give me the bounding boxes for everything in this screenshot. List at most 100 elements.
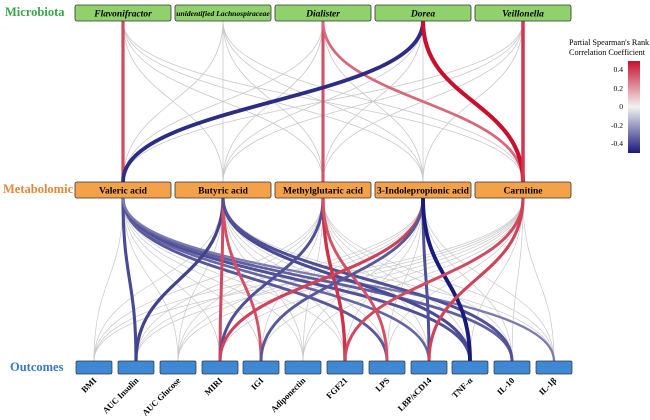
outcome-label: AUC Insulin — [100, 375, 140, 415]
legend-tick: 0 — [619, 102, 623, 111]
outcome-node[interactable] — [368, 360, 406, 375]
grey-link — [177, 197, 224, 362]
correlation-link — [221, 197, 263, 362]
correlation-link — [218, 197, 425, 362]
grey-link — [122, 197, 179, 362]
microbe-label: Dorea — [410, 10, 436, 20]
outcome-label: BMI — [79, 375, 99, 395]
outcome-nodes — [75, 360, 573, 375]
correlation-link — [343, 197, 525, 362]
row-label-outcomes: Outcomes — [10, 360, 64, 374]
grey-link — [344, 197, 424, 362]
outcome-label: IL-1β — [537, 375, 559, 397]
grey-link — [322, 197, 471, 362]
row-label-metabolomic: Metabolomic — [3, 182, 74, 196]
grey-link — [93, 197, 324, 362]
grey-link — [322, 197, 555, 362]
grey-link — [322, 197, 430, 362]
metabolite-label: Butyric acid — [198, 187, 249, 197]
metabolite-node[interactable]: Carnitine — [474, 181, 572, 199]
outcome-label: MIRI — [202, 375, 224, 397]
correlation-link — [121, 197, 556, 362]
grey-link — [222, 20, 524, 183]
outcome-node[interactable] — [75, 360, 113, 375]
grey-link — [93, 197, 224, 362]
metabolite-label: Carnitine — [503, 187, 542, 197]
microbe-node[interactable]: Dorea — [374, 4, 472, 22]
outcome-labels: BMI AUC Insulin AUC Glucose MIRI IGI Adi… — [79, 375, 559, 418]
correlation-link — [218, 197, 225, 362]
grey-link — [122, 197, 304, 362]
grey-link — [522, 197, 555, 362]
outcome-node[interactable] — [201, 360, 239, 375]
metabolite-node[interactable]: Methylglutaric acid — [274, 181, 372, 199]
grey-link — [422, 197, 555, 362]
correlation-link — [121, 197, 138, 362]
grey-link — [386, 197, 524, 362]
grey-link — [222, 197, 388, 362]
metabolite-label: 3-Indolepropionic acid — [377, 187, 470, 197]
outcome-label: IGI — [249, 375, 266, 392]
microbe-label: Flavonifractor — [93, 10, 152, 20]
outcome-label: TNF-α — [450, 375, 475, 400]
legend-color-bar — [628, 61, 640, 153]
row-label-microbiota: Microbiota — [5, 5, 65, 19]
microbe-node[interactable]: Veillonella — [474, 4, 572, 22]
outcome-label: Adiponectin — [269, 375, 308, 414]
legend-tick: -0.2 — [611, 121, 623, 130]
significant-links-layer — [121, 20, 556, 362]
grey-link — [93, 197, 124, 362]
outcome-node[interactable] — [493, 360, 531, 375]
grey-link — [386, 197, 424, 362]
correlation-link — [321, 20, 525, 183]
microbe-label: unidentified Lachnospiraceae — [176, 9, 270, 18]
grey-link — [135, 197, 524, 362]
grey-link — [469, 197, 524, 362]
grey-link — [511, 197, 524, 362]
correlation-link — [121, 197, 389, 362]
grey-link — [122, 20, 324, 183]
grey-link — [122, 20, 224, 183]
grey-link — [322, 197, 513, 362]
microbe-node[interactable]: Dialister — [274, 4, 372, 22]
outcome-node[interactable] — [117, 360, 155, 375]
legend-tick: 0.4 — [614, 65, 624, 74]
microbe-node[interactable]: unidentified Lachnospiraceae — [174, 4, 272, 22]
legend-title-line1: Partial Spearman's Rank — [569, 38, 650, 47]
grey-link — [122, 197, 262, 362]
microbe-label: Veillonella — [502, 10, 544, 20]
outcome-node[interactable] — [535, 360, 573, 375]
correlation-link — [321, 197, 389, 362]
microbiota-nodes: Flavonifractor unidentified Lachnospirac… — [74, 4, 572, 22]
outcome-node[interactable] — [451, 360, 489, 375]
metabolite-nodes: Valeric acid Butyric acid Methylglutaric… — [74, 181, 572, 199]
outcome-label: FGF21 — [324, 375, 349, 400]
grey-link — [222, 197, 304, 362]
grey-link — [260, 197, 524, 362]
correlation-link — [259, 197, 425, 362]
metabolite-node[interactable]: Butyric acid — [174, 181, 272, 199]
legend-title-line2: Correlation Coefficient — [569, 48, 646, 57]
metabolite-label: Methylglutaric acid — [283, 187, 364, 197]
outcome-label: LPS — [373, 375, 391, 393]
metabolite-node[interactable]: Valeric acid — [74, 181, 172, 199]
outcome-label: LBP/sCD14 — [396, 375, 434, 413]
legend-tick: 0.2 — [614, 84, 624, 93]
metabolite-label: Valeric acid — [99, 187, 148, 197]
outcome-node[interactable] — [159, 360, 197, 375]
metabolite-node[interactable]: 3-Indolepropionic acid — [374, 181, 472, 199]
outcome-node[interactable] — [326, 360, 364, 375]
outcome-node[interactable] — [410, 360, 448, 375]
correlation-link — [420, 20, 526, 183]
grey-link — [93, 197, 524, 362]
correlation-link — [321, 197, 347, 362]
color-legend: Partial Spearman's Rank Correlation Coef… — [569, 38, 650, 153]
correlation-link — [221, 197, 514, 362]
outcome-node[interactable] — [242, 360, 280, 375]
outcome-node[interactable] — [284, 360, 322, 375]
correlation-link — [121, 20, 425, 183]
microbe-node[interactable]: Flavonifractor — [74, 4, 172, 22]
outcome-label: IL-10 — [495, 375, 517, 397]
